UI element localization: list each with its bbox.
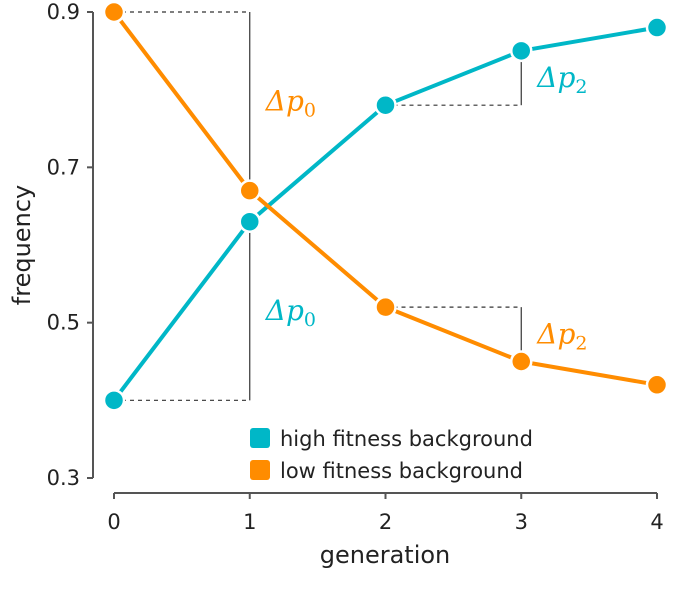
delta-annotation: Δp2 <box>536 317 587 354</box>
legend-swatch-low <box>250 460 270 480</box>
data-point <box>102 0 126 24</box>
legend-label-high: high fitness background <box>280 427 533 451</box>
x-tick-label: 1 <box>243 510 256 534</box>
legend-swatch-high <box>250 428 270 448</box>
x-tick-label: 2 <box>379 510 392 534</box>
x-tick-label: 3 <box>515 510 528 534</box>
data-point <box>510 350 533 373</box>
series-low <box>102 0 669 397</box>
series-layer <box>102 0 669 412</box>
y-tick-label: 0.3 <box>47 466 80 490</box>
axes: 0.3 0.5 0.7 0.9 0 1 2 3 4 <box>47 0 664 534</box>
series-line <box>112 10 658 387</box>
data-point <box>645 373 669 397</box>
data-point <box>374 93 397 117</box>
data-point <box>102 389 126 412</box>
legend: high fitness background low fitness back… <box>250 427 533 483</box>
y-tick-label: 0.5 <box>47 311 80 335</box>
data-point <box>374 295 397 319</box>
data-point <box>645 16 669 39</box>
legend-label-low: low fitness background <box>280 459 523 483</box>
annotation-layer: Δp0 Δp0 Δp2 Δp2 <box>265 61 588 354</box>
x-tick-label: 0 <box>107 510 120 534</box>
delta-annotation: Δp0 <box>265 84 316 121</box>
delta-annotation: Δp2 <box>536 61 587 98</box>
data-point <box>510 39 533 63</box>
y-tick-label: 0.7 <box>47 155 80 179</box>
x-axis-title: generation <box>320 541 451 569</box>
guide-lines <box>114 11 522 401</box>
data-point <box>238 179 261 202</box>
delta-annotation: Δp0 <box>265 294 316 331</box>
data-point <box>238 210 261 233</box>
y-axis-title: frequency <box>8 185 36 305</box>
y-tick-label: 0.9 <box>47 0 80 24</box>
x-tick-label: 4 <box>650 510 663 534</box>
series-high <box>102 16 669 412</box>
